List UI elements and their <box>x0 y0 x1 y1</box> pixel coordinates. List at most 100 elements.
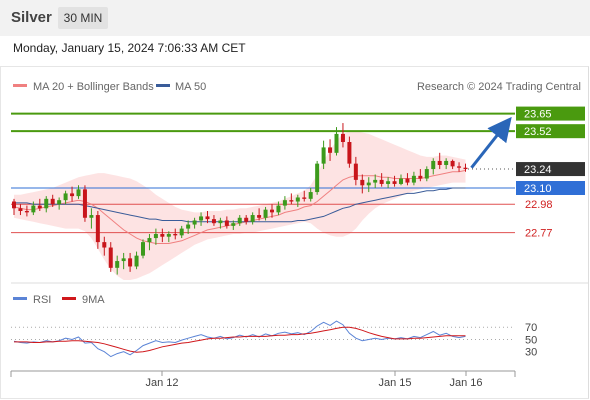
support-level-label: 22.77 <box>525 228 553 240</box>
candle-body <box>289 200 294 202</box>
candle-body <box>57 200 62 205</box>
candle-body <box>37 205 42 209</box>
candle-body <box>82 189 87 218</box>
rsi-tick-label: 30 <box>525 347 537 359</box>
candle-body <box>411 175 416 183</box>
last-price-label: 23.24 <box>524 164 552 176</box>
bollinger-bands <box>14 131 466 280</box>
candle-body <box>379 179 384 184</box>
candle-body <box>315 163 320 193</box>
candle-body <box>405 178 410 183</box>
candle-body <box>31 205 36 213</box>
candle-body <box>347 142 352 164</box>
rsi-legend-label: RSI <box>33 294 51 306</box>
candle-body <box>211 219 216 224</box>
candle-body <box>392 181 397 184</box>
candle-body <box>44 198 49 209</box>
candle-body <box>115 261 120 268</box>
candle-body <box>192 220 197 225</box>
price-levels <box>11 112 515 234</box>
candle-body <box>186 224 191 229</box>
candle-body <box>450 160 455 167</box>
rsi-tick-label: 50 <box>525 334 537 346</box>
candle-body <box>76 189 81 197</box>
x-axis-label: Jan 15 <box>378 377 411 389</box>
candle-body <box>166 234 171 237</box>
candle-body <box>50 198 55 205</box>
candle-body <box>463 167 468 170</box>
candle-body <box>257 215 262 218</box>
candle-body <box>231 223 236 226</box>
rsi-tick-label: 70 <box>525 322 537 334</box>
candle-body <box>95 215 100 243</box>
candle-body <box>250 215 255 222</box>
x-axis: Jan 12 Jan 15 Jan 16 <box>10 370 516 389</box>
candle-body <box>89 215 94 218</box>
candle-body <box>205 216 210 220</box>
resistance-level-tag <box>516 106 585 121</box>
timestamp: Monday, January 15, 2024 7:06:33 AM CET <box>13 41 246 55</box>
ma20-legend-label: MA 20 + Bollinger Bands <box>33 81 154 93</box>
candle-body <box>444 160 449 165</box>
pivot-level-tag <box>516 181 585 195</box>
resistance-level-label: 23.65 <box>524 109 552 121</box>
candle-body <box>340 133 345 142</box>
candle-body <box>321 147 326 164</box>
candle-body <box>328 147 333 153</box>
candle-body <box>282 200 287 206</box>
candle-body <box>173 234 178 236</box>
x-axis-label: Jan 12 <box>145 377 178 389</box>
candle-body <box>431 160 436 170</box>
candle-body <box>437 160 442 165</box>
ma50-legend-swatch <box>156 84 170 87</box>
candle-body <box>399 178 403 184</box>
candle-body <box>308 192 313 199</box>
candle-body <box>373 179 378 183</box>
candle-body <box>218 220 223 224</box>
level-labels: 23.65 23.52 23.24 23.10 22.98 22.77 <box>516 106 585 240</box>
credit-text: Research © 2024 Trading Central <box>417 81 581 93</box>
symbol-title: Silver <box>11 9 52 26</box>
candle-body <box>224 220 229 226</box>
ma50-legend-label: MA 50 <box>175 81 206 93</box>
candle-body <box>179 228 184 236</box>
candle-body <box>360 179 365 186</box>
last-price-tag <box>516 162 585 177</box>
candle-body <box>24 211 29 213</box>
candle-body <box>270 209 274 213</box>
candle-body <box>18 208 23 211</box>
forecast-arrow <box>470 116 512 169</box>
rsi-ma-legend-label: 9MA <box>82 294 105 306</box>
candle-body <box>334 133 339 153</box>
timeframe-button[interactable]: 30 MIN <box>58 7 108 29</box>
ma20-legend-swatch <box>13 84 27 87</box>
candle-body <box>128 258 133 267</box>
candle-body <box>160 234 165 237</box>
candle-body <box>63 193 68 201</box>
rsi-ma-line <box>14 326 466 353</box>
candle-body <box>237 217 242 224</box>
candle-body <box>134 255 139 267</box>
support-level-label: 22.98 <box>525 199 553 211</box>
candle-body <box>108 247 113 268</box>
candle-body <box>457 166 462 168</box>
candle-body <box>12 201 16 209</box>
candle-body <box>147 238 152 243</box>
x-axis-label: Jan 16 <box>449 377 482 389</box>
resistance-level-tag <box>516 124 585 139</box>
candle-body <box>141 242 145 256</box>
candlesticks <box>12 116 512 275</box>
candle-body <box>102 242 107 248</box>
candle-body <box>424 169 429 179</box>
candle-body <box>121 258 126 262</box>
candle-body <box>302 197 307 199</box>
candle-body <box>386 181 391 184</box>
rsi-legend-swatch <box>13 297 27 300</box>
pivot-level-label: 23.10 <box>524 183 552 195</box>
candle-body <box>70 193 75 197</box>
chart-card <box>0 66 589 399</box>
candle-body <box>366 182 371 186</box>
candle-body <box>199 216 204 221</box>
candle-body <box>276 205 281 213</box>
